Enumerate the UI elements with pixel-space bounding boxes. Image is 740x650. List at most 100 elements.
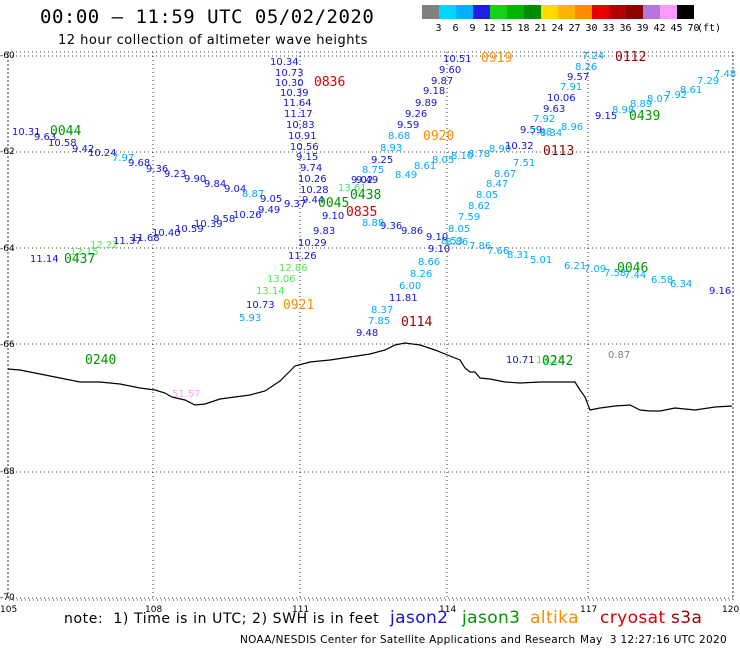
wave-height-value: 9.63 <box>543 104 565 115</box>
wave-height-value: 11.17 <box>284 109 313 120</box>
color-swatch <box>677 5 694 19</box>
wave-height-value: 9.05 <box>260 194 282 205</box>
wave-height-value: 5.01 <box>530 255 552 266</box>
wave-height-value: 10.24 <box>88 148 117 159</box>
longitude-tick-label: 108 <box>145 605 163 615</box>
color-scale-label: 36 <box>619 23 632 34</box>
wave-height-value: 9.15 <box>296 152 318 163</box>
wave-height-value: 8.31 <box>507 250 529 261</box>
wave-height-value: 6.21 <box>564 261 586 272</box>
generated-timestamp: May 3 12:27:16 UTC 2020 <box>580 634 727 646</box>
color-swatch <box>422 5 439 19</box>
wave-height-value: 7.09 <box>584 264 606 275</box>
color-scale-label: 24 <box>551 23 564 34</box>
wave-height-value: 9.10 <box>426 232 448 243</box>
wave-height-value: 8.26 <box>575 62 597 73</box>
wave-height-value: 10.06 <box>547 93 576 104</box>
wave-height-value: 9.16 <box>709 286 731 297</box>
footer-note: note: 1) Time is in UTC; 2) SWH is in fe… <box>64 611 380 627</box>
color-swatch <box>541 5 558 19</box>
chart-title: 00:00 – 11:59 UTC 05/02/2020 <box>40 6 375 28</box>
wave-height-value: 7.66 <box>487 246 509 257</box>
wave-height-value: 8.88 <box>362 218 384 229</box>
wave-height-value: 8.53 <box>441 236 463 247</box>
wave-height-value: 10.31 <box>12 127 41 138</box>
latitude-tick-label: -64 <box>0 244 15 254</box>
satellite-legend-s3a: s3a <box>671 608 703 628</box>
wave-height-value: 9.04 <box>224 184 246 195</box>
wave-height-value: 8.05 <box>476 190 498 201</box>
credit-text: NOAA/NESDIS Center for Satellite Applica… <box>240 634 576 646</box>
wave-height-value: 8.89 <box>630 99 652 110</box>
wave-height-value: 7.48 <box>714 69 736 80</box>
wave-height-value: 8.37 <box>371 305 393 316</box>
wave-height-value: 8.07 <box>647 94 669 105</box>
color-scale-label: 39 <box>636 23 649 34</box>
wave-height-value: 9.68 <box>128 158 150 169</box>
wave-height-value: 8.26 <box>410 269 432 280</box>
wave-height-value: 10.39 <box>194 219 223 230</box>
wave-height-value: 12.15 <box>70 247 99 258</box>
wave-height-value: 10.51 <box>443 54 472 65</box>
wave-height-value: 10.83 <box>286 120 315 131</box>
color-swatch <box>439 5 456 19</box>
wave-height-value: 9.86 <box>401 226 423 237</box>
wave-height-value: 9.58 <box>213 214 235 225</box>
wave-height-value: 5.93 <box>239 313 261 324</box>
wave-height-value: 9.36 <box>380 221 402 232</box>
wave-height-value: 10.39 <box>280 88 309 99</box>
pass-time-label: 0114 <box>401 315 432 330</box>
wave-height-value: 8.10 <box>451 151 473 162</box>
color-scale-label: 45 <box>670 23 683 34</box>
pass-time-label: 0835 <box>346 205 377 220</box>
longitude-tick-label: 111 <box>292 605 310 615</box>
wave-height-value: 10.59 <box>175 224 204 235</box>
wave-height-value: 8.61 <box>414 161 436 172</box>
wave-height-value: 11.81 <box>389 293 418 304</box>
wave-height-value: 10.73 <box>275 68 304 79</box>
pass-time-label: 0920 <box>423 129 454 144</box>
color-scale-label: 27 <box>568 23 581 34</box>
longitude-tick-label: 117 <box>580 605 598 615</box>
pass-time-label: 0045 <box>318 196 349 211</box>
color-scale-label: 21 <box>534 23 547 34</box>
color-swatch <box>609 5 626 19</box>
wave-height-value: 10.30 <box>275 78 304 89</box>
color-scale-label: 6 <box>452 23 459 34</box>
color-scale-unit: (ft) <box>697 23 722 34</box>
longitude-tick-label: 114 <box>439 605 457 615</box>
wave-height-value: 8.86 <box>446 237 468 248</box>
pass-time-label: 0112 <box>615 50 646 65</box>
wave-height-value: 9.84 <box>204 179 226 190</box>
wave-height-value: 9.23 <box>164 169 186 180</box>
wave-height-value: 9.48 <box>356 328 378 339</box>
wave-height-value: 10.29 <box>298 238 327 249</box>
wave-height-value: 11.68 <box>131 233 160 244</box>
map-frame <box>7 51 734 601</box>
pass-time-label: 0113 <box>543 144 574 159</box>
latitude-tick-label: -62 <box>0 147 15 157</box>
wave-height-value: 9.59 <box>397 120 419 131</box>
wave-height-value: 8.05 <box>432 155 454 166</box>
wave-height-value: 7.29 <box>697 76 719 87</box>
wave-height-value: 7.59 <box>458 212 480 223</box>
wave-height-value: 7.85 <box>368 316 390 327</box>
wave-height-value: 11.14 <box>30 254 59 265</box>
pass-time-label: 0921 <box>283 298 314 313</box>
wave-height-value: 7.97 <box>112 153 134 164</box>
wave-height-value: 9.37 <box>284 199 306 210</box>
wave-height-value: 9.59 <box>520 125 542 136</box>
wave-height-value: 8.47 <box>486 179 508 190</box>
wave-height-value: 8.87 <box>242 189 264 200</box>
satellite-legend-jason3: jason3 <box>462 608 521 628</box>
wave-height-value: 10.58 <box>48 138 77 149</box>
wave-height-value: 7.24 <box>582 51 604 62</box>
latitude-tick-label: -68 <box>0 467 15 477</box>
wave-height-value: 7.51 <box>513 158 535 169</box>
wave-height-value: 8.75 <box>362 165 384 176</box>
wave-height-value: 9.49 <box>356 175 378 186</box>
longitude-tick-label: 120 <box>722 605 740 615</box>
wave-height-value: 12.86 <box>279 263 308 274</box>
wave-height-value: 0.87 <box>608 350 630 361</box>
